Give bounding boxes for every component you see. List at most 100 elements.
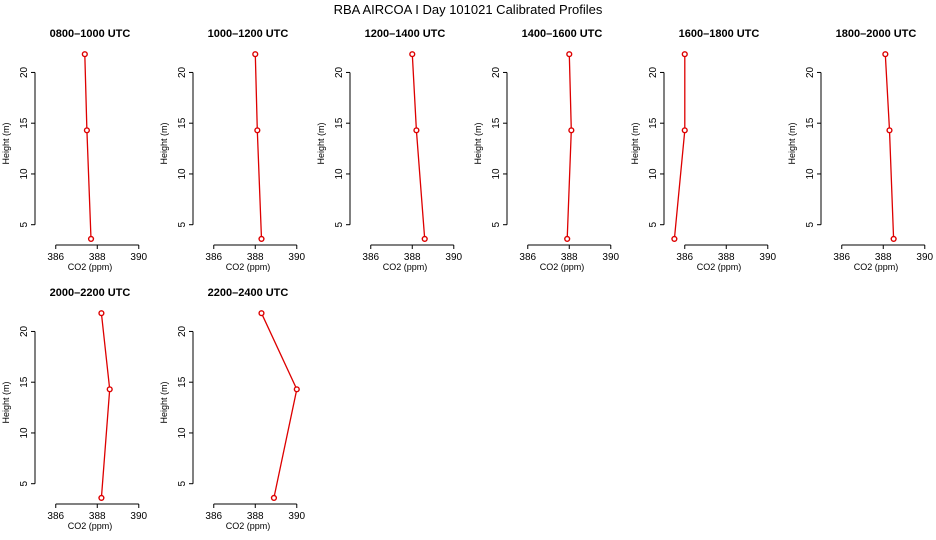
x-axis-label: CO2 (ppm) <box>68 521 113 531</box>
profile-point <box>98 310 105 317</box>
y-tick-label: 15 <box>19 376 30 388</box>
panel-title: 1400–1600 UTC <box>522 28 603 40</box>
x-axis-label: CO2 (ppm) <box>68 262 113 272</box>
y-tick-label: 5 <box>19 480 30 486</box>
profile-point <box>890 235 897 243</box>
y-tick-label: 20 <box>491 66 502 78</box>
panels: 0800–1000 UTC 386 388 390 5 10 15 20 CO2 (ppm) He… <box>1 28 934 531</box>
profile-line <box>84 54 92 239</box>
y-tick-label: 20 <box>19 325 30 337</box>
y-tick-label: 5 <box>177 221 188 227</box>
profile-point <box>566 51 573 58</box>
y-tick-label: 10 <box>177 427 188 439</box>
profile-point <box>568 127 575 134</box>
y-tick-label: 10 <box>334 168 345 180</box>
x-tick-label: 390 <box>445 252 462 263</box>
profile-point <box>293 386 300 393</box>
x-axis-label: CO2 (ppm) <box>226 262 271 272</box>
profile-point <box>252 51 259 58</box>
x-axis-label: CO2 (ppm) <box>226 521 271 531</box>
x-axis-label: CO2 (ppm) <box>383 262 428 272</box>
y-tick-label: 5 <box>805 221 816 227</box>
profile-point <box>258 310 265 317</box>
x-tick-label: 390 <box>288 252 305 263</box>
y-tick-label: 5 <box>648 221 659 227</box>
x-tick-label: 388 <box>561 252 578 263</box>
x-tick-label: 386 <box>676 252 693 263</box>
profile-point <box>106 386 113 393</box>
y-tick-label: 20 <box>648 66 659 78</box>
panel-5: 1600–1800 UTC 386 388 390 5 10 15 20 CO2 (ppm) He… <box>630 28 777 272</box>
x-tick-label: 386 <box>205 511 222 522</box>
profile-line <box>411 54 426 239</box>
profile-point <box>270 494 278 502</box>
x-tick-label: 386 <box>47 511 64 522</box>
profile-point <box>83 127 90 134</box>
x-tick-label: 386 <box>205 252 222 263</box>
y-tick-label: 10 <box>491 168 502 180</box>
y-tick-label: 15 <box>177 376 188 388</box>
x-tick-label: 390 <box>130 511 147 522</box>
profile-line <box>254 54 263 239</box>
y-tick-label: 15 <box>648 117 659 129</box>
y-tick-label: 10 <box>177 168 188 180</box>
profile-point <box>681 51 688 58</box>
x-tick-label: 388 <box>89 511 106 522</box>
y-tick-label: 5 <box>177 480 188 486</box>
y-axis-label: Height (m) <box>159 122 169 164</box>
x-tick-label: 390 <box>130 252 147 263</box>
profile-point <box>671 235 678 243</box>
profile-point <box>421 235 428 243</box>
profile-line <box>100 313 111 498</box>
y-tick-label: 20 <box>177 66 188 78</box>
x-tick-label: 388 <box>247 252 264 263</box>
y-axis-label: Height (m) <box>630 122 640 164</box>
x-tick-label: 388 <box>718 252 735 263</box>
x-tick-label: 388 <box>247 511 264 522</box>
y-tick-label: 20 <box>19 66 30 78</box>
panel-3: 1200–1400 UTC 386 388 390 5 10 15 20 CO2 (ppm) He… <box>316 28 463 272</box>
x-axis-label: CO2 (ppm) <box>540 262 585 272</box>
y-axis-label: Height (m) <box>316 122 326 164</box>
y-tick-label: 15 <box>491 117 502 129</box>
profile-line <box>673 54 686 239</box>
y-tick-label: 15 <box>19 117 30 129</box>
profile-point <box>882 51 889 58</box>
y-tick-label: 15 <box>334 117 345 129</box>
panel-7: 2000–2200 UTC 386 388 390 5 10 15 20 CO2 (ppm) He… <box>1 287 148 531</box>
profile-point <box>258 235 265 243</box>
profile-line <box>884 54 895 239</box>
panel-title: 1200–1400 UTC <box>365 28 446 40</box>
profile-point <box>81 51 88 58</box>
y-axis-label: Height (m) <box>787 122 797 164</box>
x-tick-label: 390 <box>759 252 776 263</box>
y-axis-label: Height (m) <box>1 381 11 423</box>
y-tick-label: 5 <box>19 221 30 227</box>
panel-title: 2200–2400 UTC <box>208 287 289 299</box>
profile-point <box>886 127 893 134</box>
x-tick-label: 390 <box>288 511 305 522</box>
panel-6: 1800–2000 UTC 386 388 390 5 10 15 20 CO2 (ppm) He… <box>787 28 934 272</box>
x-tick-label: 390 <box>602 252 619 263</box>
panel-title: 2000–2200 UTC <box>50 287 131 299</box>
x-tick-label: 388 <box>89 252 106 263</box>
y-tick-label: 20 <box>805 66 816 78</box>
profile-point <box>413 127 420 134</box>
profile-point <box>87 235 95 243</box>
panel-title: 0800–1000 UTC <box>50 28 131 40</box>
y-tick-label: 10 <box>805 168 816 180</box>
panel-1: 0800–1000 UTC 386 388 390 5 10 15 20 CO2 (ppm) He… <box>1 28 148 272</box>
profile-point <box>681 127 688 134</box>
x-tick-label: 386 <box>833 252 850 263</box>
panel-8: 2200–2400 UTC 386 388 390 5 10 15 20 CO2 (ppm) He… <box>159 287 306 531</box>
profile-line <box>566 54 572 239</box>
panel-4: 1400–1600 UTC 386 388 390 5 10 15 20 CO2 (ppm) He… <box>473 28 620 272</box>
x-tick-label: 386 <box>362 252 379 263</box>
y-tick-label: 15 <box>177 117 188 129</box>
y-tick-label: 5 <box>334 221 345 227</box>
y-tick-label: 20 <box>334 66 345 78</box>
y-axis-label: Height (m) <box>1 122 11 164</box>
x-tick-label: 386 <box>47 252 64 263</box>
profile-point <box>564 235 571 243</box>
